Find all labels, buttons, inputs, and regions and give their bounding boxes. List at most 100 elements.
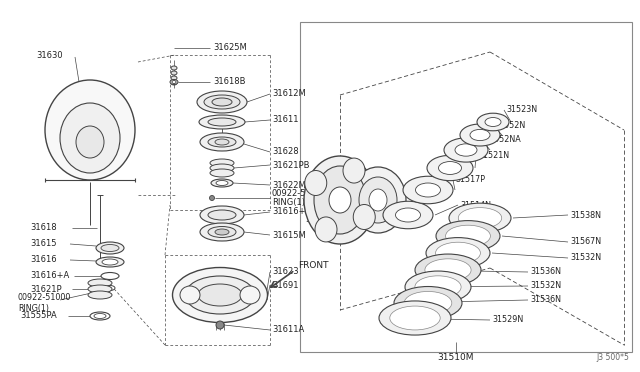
Ellipse shape <box>208 137 236 147</box>
Ellipse shape <box>60 103 120 173</box>
Text: 31532N: 31532N <box>570 253 601 263</box>
Ellipse shape <box>426 238 490 269</box>
Ellipse shape <box>315 217 337 242</box>
Ellipse shape <box>383 201 433 229</box>
Ellipse shape <box>88 285 112 293</box>
Ellipse shape <box>415 276 461 298</box>
Ellipse shape <box>216 321 224 329</box>
Ellipse shape <box>211 179 233 187</box>
Text: 31532N: 31532N <box>530 282 561 291</box>
Ellipse shape <box>314 166 366 234</box>
Text: 31618: 31618 <box>30 224 56 232</box>
Text: 31615: 31615 <box>30 240 56 248</box>
Text: 31552N: 31552N <box>494 121 525 129</box>
Ellipse shape <box>458 208 502 228</box>
Text: 31623: 31623 <box>272 267 299 276</box>
Ellipse shape <box>455 144 477 156</box>
Ellipse shape <box>460 124 500 146</box>
Ellipse shape <box>304 156 376 244</box>
Ellipse shape <box>171 81 177 85</box>
Ellipse shape <box>208 227 236 237</box>
Text: 31628: 31628 <box>272 148 299 157</box>
Ellipse shape <box>210 164 234 172</box>
Text: 31517P: 31517P <box>455 176 485 185</box>
Ellipse shape <box>353 205 375 230</box>
Ellipse shape <box>415 254 481 286</box>
Text: 31612M: 31612M <box>272 90 306 99</box>
Ellipse shape <box>436 242 481 264</box>
Text: J3 500*5: J3 500*5 <box>596 353 629 362</box>
Ellipse shape <box>427 155 473 181</box>
Ellipse shape <box>88 279 112 287</box>
Ellipse shape <box>369 189 387 211</box>
Ellipse shape <box>200 223 244 241</box>
Text: 31622M: 31622M <box>272 180 306 189</box>
Ellipse shape <box>171 76 177 80</box>
Text: 31621PB: 31621PB <box>272 160 310 170</box>
Ellipse shape <box>216 180 228 186</box>
Ellipse shape <box>215 139 229 145</box>
Text: 31510M: 31510M <box>438 353 474 362</box>
Bar <box>300 22 632 352</box>
Ellipse shape <box>485 118 501 126</box>
Ellipse shape <box>415 183 440 197</box>
Ellipse shape <box>180 286 200 304</box>
Ellipse shape <box>172 80 176 83</box>
Text: 00922-50500: 00922-50500 <box>272 189 328 198</box>
Ellipse shape <box>305 170 327 196</box>
Text: 31625M: 31625M <box>213 44 247 52</box>
Ellipse shape <box>204 95 240 109</box>
Ellipse shape <box>94 314 106 318</box>
Ellipse shape <box>88 291 112 299</box>
Ellipse shape <box>101 273 119 279</box>
Ellipse shape <box>379 301 451 335</box>
Ellipse shape <box>425 259 471 281</box>
Text: 31552NA: 31552NA <box>484 135 521 144</box>
Ellipse shape <box>105 285 115 291</box>
Ellipse shape <box>199 115 245 129</box>
Ellipse shape <box>171 66 177 70</box>
Text: 31514N: 31514N <box>460 201 491 209</box>
Text: 31615M: 31615M <box>272 231 306 240</box>
Ellipse shape <box>96 257 124 267</box>
Text: 31691: 31691 <box>272 280 298 289</box>
Ellipse shape <box>329 187 351 213</box>
Text: 31538N: 31538N <box>570 211 601 219</box>
Ellipse shape <box>436 221 500 251</box>
Text: 31567N: 31567N <box>570 237 601 247</box>
Text: 31511M: 31511M <box>305 193 339 202</box>
Ellipse shape <box>173 267 268 323</box>
Ellipse shape <box>240 286 260 304</box>
Ellipse shape <box>350 167 406 233</box>
Ellipse shape <box>444 138 488 162</box>
Text: 31616: 31616 <box>30 256 56 264</box>
Text: 31555PA: 31555PA <box>20 311 57 321</box>
Ellipse shape <box>102 259 118 265</box>
Ellipse shape <box>197 91 247 113</box>
Ellipse shape <box>359 177 397 223</box>
Ellipse shape <box>405 271 471 303</box>
Ellipse shape <box>198 284 242 306</box>
Ellipse shape <box>101 244 119 251</box>
Text: 31536N: 31536N <box>530 267 561 276</box>
Ellipse shape <box>438 161 461 174</box>
Text: 31616+B: 31616+B <box>272 208 312 217</box>
Text: RING(1): RING(1) <box>272 199 305 208</box>
Ellipse shape <box>210 159 234 167</box>
Ellipse shape <box>396 208 420 222</box>
Ellipse shape <box>208 210 236 220</box>
Text: 31621P: 31621P <box>30 285 61 294</box>
Ellipse shape <box>209 196 214 201</box>
Ellipse shape <box>45 80 135 180</box>
Ellipse shape <box>90 312 110 320</box>
Ellipse shape <box>76 126 104 158</box>
Ellipse shape <box>445 225 490 247</box>
Ellipse shape <box>477 113 509 131</box>
Ellipse shape <box>403 176 453 204</box>
Ellipse shape <box>210 169 234 177</box>
Text: 31536N: 31536N <box>530 295 561 305</box>
Text: 31611: 31611 <box>272 115 298 125</box>
Ellipse shape <box>470 129 490 141</box>
Ellipse shape <box>96 242 124 254</box>
Ellipse shape <box>404 291 452 315</box>
